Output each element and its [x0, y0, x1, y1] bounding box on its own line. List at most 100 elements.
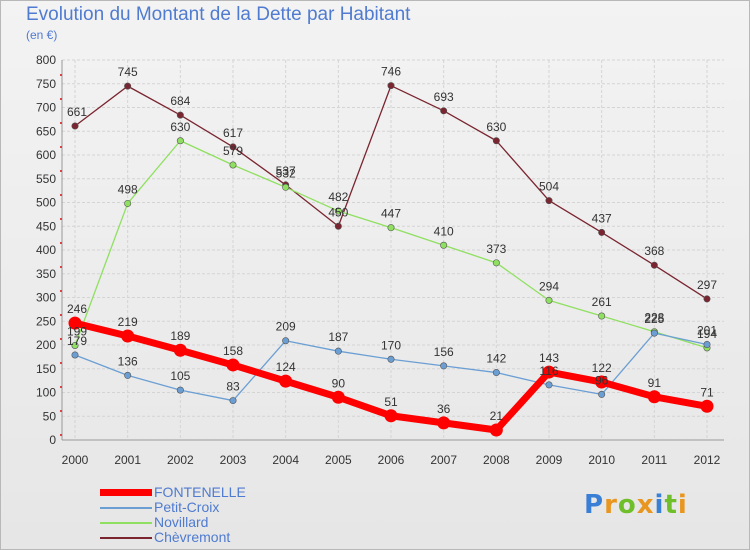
axis-marker	[60, 266, 62, 268]
axis-marker	[60, 170, 62, 172]
data-label: 661	[67, 105, 87, 119]
axis-marker	[60, 194, 62, 196]
data-label: 368	[644, 244, 664, 258]
data-point	[700, 399, 714, 413]
data-label: 51	[384, 395, 398, 409]
data-label: 684	[170, 94, 190, 108]
data-point	[545, 197, 553, 205]
data-label: 156	[434, 345, 454, 359]
axis-marker	[60, 434, 62, 436]
y-tick-label: 650	[36, 124, 56, 138]
y-tick-label: 750	[36, 77, 56, 91]
y-tick-label: 150	[36, 362, 56, 376]
data-label: 630	[170, 120, 190, 134]
data-label: 450	[328, 205, 348, 219]
data-label: 142	[486, 352, 506, 366]
y-tick-label: 700	[36, 101, 56, 115]
legend-swatch	[100, 507, 152, 509]
data-point	[176, 111, 184, 119]
data-label: 373	[486, 242, 506, 256]
data-point	[440, 362, 448, 370]
data-label: 297	[697, 278, 717, 292]
x-tick-label: 2005	[325, 453, 352, 467]
y-tick-label: 0	[49, 433, 56, 447]
data-point	[71, 351, 79, 359]
data-label: 537	[276, 164, 296, 178]
x-tick-label: 2010	[588, 453, 615, 467]
data-point	[647, 390, 661, 404]
data-label: 532	[276, 166, 296, 180]
data-label: 201	[697, 324, 717, 338]
data-point	[545, 296, 553, 304]
axis-marker	[60, 218, 62, 220]
data-point	[334, 207, 342, 215]
data-label: 693	[434, 90, 454, 104]
y-tick-label: 100	[36, 386, 56, 400]
data-point	[229, 397, 237, 405]
data-point	[71, 341, 79, 349]
data-label: 261	[592, 295, 612, 309]
data-label: 209	[276, 320, 296, 334]
data-point	[489, 423, 503, 437]
axis-marker	[60, 386, 62, 388]
data-point	[176, 137, 184, 145]
data-label: 124	[276, 360, 296, 374]
data-point	[68, 316, 82, 330]
data-point	[387, 82, 395, 90]
data-point	[279, 374, 293, 388]
data-label: 189	[170, 329, 190, 343]
x-tick-label: 2008	[483, 453, 510, 467]
axis-marker	[60, 242, 62, 244]
data-point	[226, 358, 240, 372]
chart-title: Evolution du Montant de la Dette par Hab…	[26, 4, 411, 25]
legend-swatch	[100, 537, 152, 539]
chart-subtitle: (en €)	[26, 28, 58, 42]
data-point	[650, 329, 658, 337]
data-point	[282, 337, 290, 345]
data-point	[124, 199, 132, 207]
data-label: 579	[223, 144, 243, 158]
y-tick-label: 600	[36, 148, 56, 162]
data-label: 90	[332, 376, 346, 390]
data-point	[440, 107, 448, 115]
axis-marker	[60, 362, 62, 364]
axis-marker	[60, 98, 62, 100]
data-label: 630	[486, 120, 506, 134]
data-label: 746	[381, 65, 401, 79]
data-point	[492, 259, 500, 267]
y-tick-label: 400	[36, 243, 56, 257]
y-tick-label: 800	[36, 53, 56, 67]
axis-marker	[60, 146, 62, 148]
data-label: 36	[437, 402, 451, 416]
data-label: 105	[170, 369, 190, 383]
x-tick-label: 2001	[114, 453, 141, 467]
data-label: 447	[381, 207, 401, 221]
data-label: 410	[434, 224, 454, 238]
data-point	[229, 143, 237, 151]
x-tick-label: 2004	[272, 453, 299, 467]
data-label: 170	[381, 338, 401, 352]
axis-marker	[60, 338, 62, 340]
data-label: 498	[118, 182, 138, 196]
legend-label: Chèvremont	[154, 529, 231, 545]
data-point	[334, 222, 342, 230]
axis-marker	[60, 122, 62, 124]
data-label: 187	[328, 330, 348, 344]
data-point	[282, 183, 290, 191]
data-label: 199	[67, 324, 87, 338]
data-point	[124, 371, 132, 379]
data-point	[492, 369, 500, 377]
data-point	[437, 416, 451, 430]
legend-label: Petit-Croix	[154, 499, 220, 515]
legend-label: Novillard	[154, 514, 209, 530]
y-tick-label: 350	[36, 267, 56, 281]
data-point	[71, 122, 79, 130]
data-point	[387, 355, 395, 363]
data-point	[121, 329, 135, 343]
data-label: 246	[67, 302, 87, 316]
data-label: 504	[539, 180, 559, 194]
axis-marker	[60, 314, 62, 316]
data-point	[598, 228, 606, 236]
